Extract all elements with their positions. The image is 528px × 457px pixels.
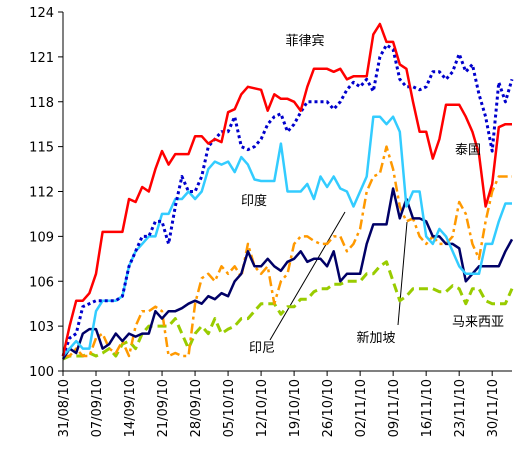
y-tick-label: 124: [29, 6, 54, 21]
y-tick-label: 118: [29, 96, 54, 111]
x-tick-label: 05/10/10: [222, 379, 237, 437]
series-label: 菲律宾: [285, 33, 324, 49]
x-tick-label: 14/09/10: [123, 379, 138, 437]
series-label: 印度: [241, 193, 267, 209]
series-line: [61, 187, 514, 360]
x-tick-label: 07/09/10: [90, 379, 105, 437]
x-tick-label: 21/09/10: [156, 379, 171, 437]
series-line: [61, 22, 512, 357]
y-tick-label: 100: [29, 365, 54, 380]
x-tick-label: 28/09/10: [189, 379, 204, 437]
x-tick-label: 12/10/10: [255, 379, 270, 437]
x-tick-label: 23/11/10: [453, 379, 468, 437]
leader-line: [269, 211, 346, 341]
y-tick-label: 112: [29, 186, 54, 201]
x-tick-label: 02/11/10: [354, 379, 369, 437]
x-tick-label: 31/08/10: [57, 379, 72, 437]
x-tick-label: 09/11/10: [387, 379, 402, 437]
series-label: 新加坡: [356, 330, 395, 346]
y-tick-label: 109: [29, 230, 54, 245]
x-tick-label: 16/11/10: [420, 379, 435, 437]
y-tick-label: 115: [29, 141, 54, 156]
x-tick-label: 19/10/10: [288, 379, 303, 437]
x-tick-label: 30/11/10: [486, 379, 501, 437]
y-tick-label: 103: [29, 320, 54, 335]
x-tick-label: 26/10/10: [321, 379, 336, 437]
series-label: 泰国: [455, 143, 481, 158]
series-line: [62, 260, 514, 361]
series-line: [62, 115, 512, 357]
y-tick-label: 106: [29, 275, 54, 290]
series-label: 马来西亚: [452, 315, 504, 330]
leader-line: [397, 221, 408, 326]
series-line: [63, 145, 512, 358]
y-tick-label: 121: [29, 51, 54, 66]
series-label: 印尼: [249, 341, 275, 356]
